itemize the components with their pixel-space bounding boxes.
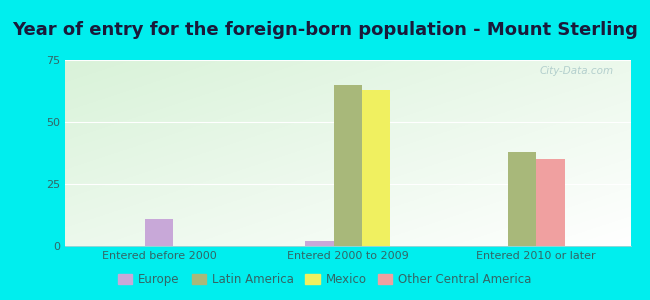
Text: City-Data.com: City-Data.com (540, 66, 614, 76)
Bar (508, 152, 536, 246)
Bar (306, 241, 333, 246)
Legend: Europe, Latin America, Mexico, Other Central America: Europe, Latin America, Mexico, Other Cen… (114, 269, 536, 291)
Bar (145, 219, 174, 246)
Text: Year of entry for the foreign-born population - Mount Sterling: Year of entry for the foreign-born popul… (12, 21, 638, 39)
Bar (362, 90, 390, 246)
Bar (536, 159, 564, 246)
Bar (333, 85, 362, 246)
